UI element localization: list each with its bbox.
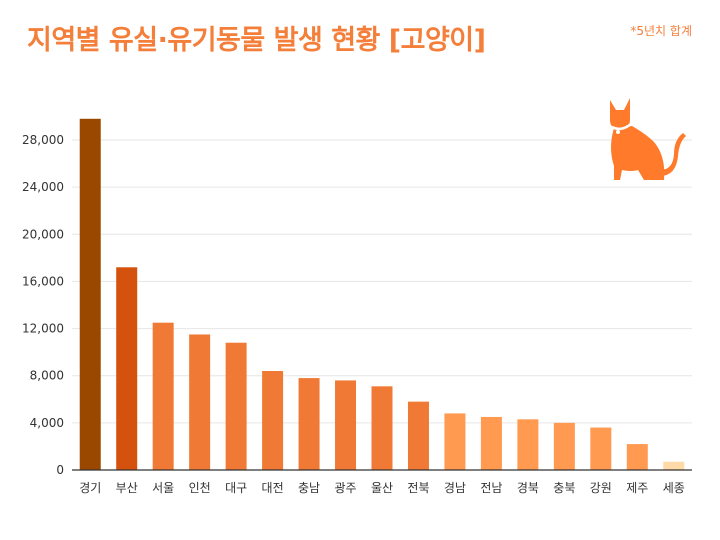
x-tick-label: 경남 xyxy=(444,481,466,495)
x-tick-label: 대구 xyxy=(225,481,247,495)
bar-6 xyxy=(262,371,284,470)
bar-11 xyxy=(444,413,466,470)
cat-icon xyxy=(610,98,686,180)
y-tick-label: 8,000 xyxy=(30,369,64,383)
bar-1 xyxy=(79,118,101,471)
x-tick-label: 울산 xyxy=(371,481,393,495)
bar-15 xyxy=(590,427,612,470)
x-tick-label: 전남 xyxy=(480,481,502,495)
bar-7 xyxy=(298,378,320,470)
bar-12 xyxy=(480,416,502,470)
bar-4 xyxy=(189,334,211,470)
y-tick-label: 24,000 xyxy=(22,180,64,194)
x-tick-label: 서울 xyxy=(152,481,174,495)
y-axis-ticks: 0 4,000 8,000 12,000 16,000 20,000 24,000 28,00… xyxy=(22,133,64,477)
x-tick-label: 강원 xyxy=(590,481,612,495)
x-tick-label: 경기 xyxy=(79,481,101,495)
y-tick-label: 20,000 xyxy=(22,227,64,241)
y-tick-label: 16,000 xyxy=(22,274,64,288)
y-tick-label: 4,000 xyxy=(30,416,64,430)
bar-10 xyxy=(407,401,429,470)
bar-8 xyxy=(335,380,357,470)
x-tick-label: 부산 xyxy=(116,481,138,495)
bar-13 xyxy=(517,419,539,470)
y-tick-label: 28,000 xyxy=(22,133,64,147)
x-tick-label: 전북 xyxy=(407,481,429,495)
x-tick-label: 경북 xyxy=(517,481,539,495)
x-axis-ticks: 경기 부산 서울 인천 대구 대전 충남 광주 울산 전북 경남 전남 경북 충북 강원 제주 세종 xyxy=(79,480,685,495)
x-tick-label: 충남 xyxy=(298,481,320,495)
bar-2 xyxy=(116,267,138,470)
bar-16 xyxy=(626,444,648,470)
y-tick-label: 0 xyxy=(56,463,64,477)
x-tick-label: 인천 xyxy=(189,480,211,495)
bar-17 xyxy=(663,461,685,470)
y-tick-label: 12,000 xyxy=(22,322,64,336)
x-tick-label: 세종 xyxy=(663,481,685,495)
chart-title: 지역별 유실·유기동물 발생 현황 [고양이] xyxy=(27,25,486,56)
bar-5 xyxy=(225,342,247,470)
bar-9 xyxy=(371,386,393,470)
footnote: *5년치 합계 xyxy=(630,24,692,38)
bars xyxy=(79,118,685,471)
bar-14 xyxy=(553,422,575,470)
x-tick-label: 제주 xyxy=(626,481,648,495)
bar-3 xyxy=(152,322,174,470)
x-tick-label: 대전 xyxy=(262,481,284,495)
x-tick-label: 광주 xyxy=(334,481,356,495)
x-tick-label: 충북 xyxy=(553,481,575,495)
